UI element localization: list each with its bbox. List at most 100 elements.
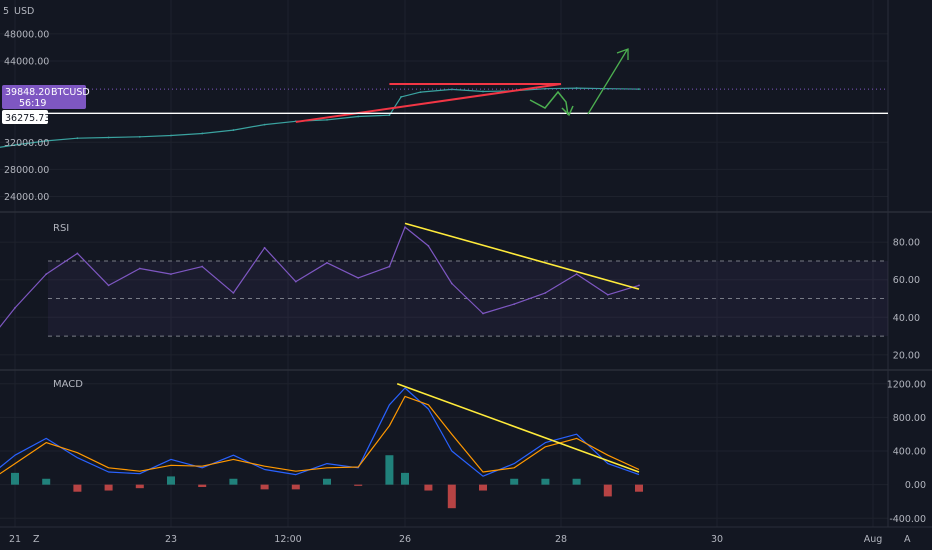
price-point-23 <box>400 95 402 98</box>
rsi-point-23 <box>404 226 406 229</box>
trendline-rising-support[interactable] <box>295 83 562 123</box>
macd-hist-bar-12 <box>73 484 82 492</box>
projection-arrows[interactable] <box>529 48 629 117</box>
macd-y-tick-2: 400.00 <box>893 447 926 458</box>
rsi-point-27 <box>513 303 516 306</box>
macd-hist-bar-20 <box>323 478 331 485</box>
rsi-point-11 <box>45 273 48 275</box>
macd-title: MACD <box>53 379 83 390</box>
macd-y-tick-1: 800.00 <box>893 413 926 424</box>
auto-scale-button[interactable]: A <box>904 534 911 545</box>
rsi-y-tick-2: 40.00 <box>893 313 920 324</box>
rsi-point-21 <box>357 276 360 279</box>
go-to-date-button[interactable]: Z <box>33 534 40 545</box>
price-point-13 <box>107 136 110 139</box>
price-point-12 <box>76 137 79 140</box>
macd-y-tick-4: -400.00 <box>889 514 926 525</box>
price-point-29 <box>575 87 578 89</box>
rsi-point-31 <box>638 284 640 287</box>
macd-hist-bar-17 <box>229 478 238 485</box>
macd-hist-bar-14 <box>135 484 144 489</box>
price-line <box>0 87 640 148</box>
price-point-26 <box>482 90 484 93</box>
macd-hist-bar-18 <box>260 484 269 490</box>
y-axis-labels: 48000.00 44000.00 32000.00 28000.00 24000.00… <box>4 29 926 524</box>
rsi-point-22 <box>388 265 391 268</box>
green-zigzag-arrowhead <box>561 105 574 117</box>
rsi-point-17 <box>232 291 235 294</box>
macd-hist-bar-19 <box>291 484 300 490</box>
price-axis-currency: USD <box>14 6 34 17</box>
macd-hist-bar-27 <box>510 478 519 485</box>
rsi-line <box>0 226 640 328</box>
rsi-y-tick-3: 20.00 <box>893 350 920 361</box>
time-tick-7: 30 <box>711 534 723 545</box>
macd-series-line-1 <box>0 395 640 475</box>
macd-hist-bar-31 <box>635 484 643 492</box>
rsi-point-28 <box>544 291 547 294</box>
green-up-arrowhead <box>616 48 629 60</box>
last-price-symbol: BTCUSD <box>51 87 90 98</box>
macd-hist-bar-21 <box>354 484 363 486</box>
macd-divergence-trendline[interactable] <box>396 383 640 473</box>
rsi-point-16 <box>201 265 204 268</box>
rsi-point-10 <box>14 307 16 309</box>
price-y-tick-3: 28000.00 <box>4 165 49 176</box>
series-lines <box>0 87 888 477</box>
grid-lines <box>0 0 888 527</box>
macd-series-line-0 <box>0 387 640 477</box>
macd-hist-bar-11 <box>42 478 51 485</box>
time-tick-6: 28 <box>555 534 567 545</box>
macd-hist-bar-25 <box>447 484 456 509</box>
bar-countdown: 56:19 <box>19 98 46 109</box>
macd-hist-bar-23 <box>401 472 409 485</box>
macd-hist-bar-24 <box>424 484 433 491</box>
macd-hist-bar-26 <box>479 484 487 491</box>
last-price-label: 39848.20 BTCUSD 56:19 <box>2 85 90 109</box>
go-to-date-label: Z <box>33 534 40 545</box>
price-point-11 <box>45 140 48 142</box>
price-point-14 <box>138 135 141 138</box>
price-y-tick-2: 32000.00 <box>4 138 49 149</box>
price-point-22 <box>388 114 391 117</box>
last-price-value: 39848.20 <box>5 87 50 98</box>
macd-histogram <box>11 455 643 509</box>
price-point-10 <box>14 144 16 146</box>
rsi-point-19 <box>294 280 297 283</box>
price-point-20 <box>326 119 328 121</box>
price-y-tick-4: 24000.00 <box>4 192 49 203</box>
price-y-tick-1: 44000.00 <box>4 56 49 67</box>
price-point-21 <box>357 115 360 118</box>
time-axis-labels: 12:0019212312:00262830Aug357 <box>9 534 883 545</box>
macd-hist-bar-30 <box>603 484 612 497</box>
macd-hist-bar-28 <box>541 478 550 485</box>
green-up-arrow <box>587 49 628 115</box>
rsi-divergence-trendline[interactable] <box>404 222 640 290</box>
support-level-label: 36275.73 <box>2 110 50 124</box>
macd-hist-bar-29 <box>572 478 581 485</box>
rsi-point-15 <box>170 273 172 275</box>
macd-y-tick-0: 1200.00 <box>887 379 926 390</box>
price-point-18 <box>263 123 266 126</box>
rsi-point-24 <box>427 245 430 247</box>
drawings[interactable] <box>48 83 888 473</box>
price-point-24 <box>419 91 422 94</box>
macd-hist-bar-10 <box>11 472 19 485</box>
rsi-point-30 <box>606 293 609 296</box>
time-tick-8: Aug <box>864 534 883 545</box>
rsi-y-tick-1: 60.00 <box>893 275 920 286</box>
rsi-point-29 <box>575 273 578 275</box>
time-tick-2: 21 <box>9 534 21 545</box>
green-zigzag-arrow <box>529 90 569 116</box>
price-y-tick-0: 48000.00 <box>4 29 49 40</box>
macd-hist-bar-15 <box>167 476 175 485</box>
macd-y-tick-3: 0.00 <box>905 480 926 491</box>
price-point-16 <box>201 132 204 135</box>
rsi-point-13 <box>107 284 110 287</box>
time-tick-3: 23 <box>165 534 177 545</box>
rsi-y-tick-0: 80.00 <box>893 238 920 249</box>
rsi-point-25 <box>450 282 453 285</box>
time-tick-4: 12:00 <box>274 534 301 545</box>
